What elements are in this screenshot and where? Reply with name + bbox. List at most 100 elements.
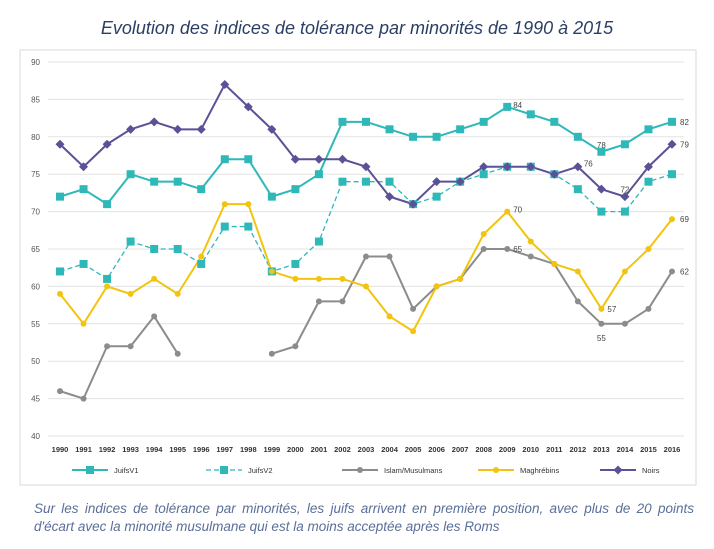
y-tick-label: 80 [31,133,40,142]
point-islam-musulmans [410,305,417,312]
point-maghr-bins [669,216,675,223]
point-juifsv1 [456,125,465,134]
point-noirs [314,154,324,164]
x-tick-label: 2003 [358,445,375,454]
point-noirs [596,184,606,194]
point-juifsv1 [409,132,418,141]
point-maghr-bins [80,320,87,327]
data-label: 69 [680,215,689,224]
point-maghr-bins [174,290,181,297]
point-juifsv1 [573,132,582,141]
point-juifsv2 [220,222,229,231]
y-tick-label: 45 [31,395,40,404]
series-line-islam-musulmans [59,315,179,400]
y-tick-label: 85 [31,95,40,104]
point-juifsv1 [385,125,394,134]
point-juifsv1 [338,117,347,126]
x-tick-label: 1998 [240,445,257,454]
y-tick-label: 60 [31,282,40,291]
point-maghr-bins [363,283,369,290]
point-noirs [549,169,559,179]
x-tick-label: 2011 [546,445,562,454]
point-juifsv2 [173,245,182,253]
data-label: 82 [680,118,689,127]
point-maghr-bins [504,208,511,215]
point-maghr-bins [198,253,205,260]
legend-marker [493,467,499,473]
point-juifsv2 [244,222,253,231]
x-tick-label: 1992 [99,445,116,454]
point-juifsv1 [479,117,488,126]
legend: JuifsV1 JuifsV2 Islam/Musulmans Maghrébins N… [72,465,660,475]
point-maghr-bins [645,246,652,252]
point-juifsv1 [244,155,253,164]
x-tick-label: 2008 [475,445,492,454]
point-juifsv2 [291,259,300,268]
gridlines [48,61,684,437]
point-islam-musulmans [480,246,487,252]
x-tick-label: 2013 [593,445,610,454]
legend-marker [357,467,363,473]
point-maghr-bins [339,275,346,282]
point-juifsv2 [668,170,676,179]
point-maghr-bins [457,275,464,282]
point-maghr-bins [551,260,558,267]
point-noirs [479,162,489,172]
point-juifsv1 [267,192,276,201]
x-tick-label: 2000 [287,445,304,454]
point-juifsv2 [126,237,135,246]
point-maghr-bins [598,305,605,312]
point-noirs [173,124,183,134]
point-noirs [667,139,677,149]
point-islam-musulmans [598,320,605,327]
point-noirs [573,162,583,172]
point-islam-musulmans [339,298,346,305]
data-label: 84 [513,101,522,110]
point-islam-musulmans [57,388,63,395]
x-tick-label: 2005 [405,445,422,454]
point-maghr-bins [127,290,134,297]
x-tick-label: 2004 [381,445,399,454]
data-labels: 84 78 82 76 72 79 70 57 69 65 55 62 [513,101,689,343]
point-islam-musulmans [645,305,652,312]
point-noirs [385,192,395,202]
point-maghr-bins [480,231,487,238]
x-tick-label: 2012 [570,445,587,454]
point-maghr-bins [221,201,228,208]
point-juifsv1 [150,177,159,186]
point-noirs [149,117,159,127]
point-noirs [455,177,465,187]
point-islam-musulmans [621,320,628,327]
point-islam-musulmans [504,246,511,252]
point-juifsv1 [197,185,206,194]
point-juifsv1 [503,102,512,111]
point-noirs [126,124,136,134]
x-tick-label: 1997 [216,445,233,454]
point-maghr-bins [268,268,275,275]
x-tick-label: 2014 [617,445,635,454]
legend-label: Maghrébins [520,466,559,475]
x-tick-label: 1991 [75,445,92,454]
data-label: 62 [680,267,689,276]
point-noirs [267,124,277,134]
point-juifsv1 [362,117,370,126]
point-maghr-bins [574,268,581,275]
point-juifsv2 [479,170,488,179]
x-tick-label: 2009 [499,445,516,454]
y-tick-label: 65 [31,245,40,254]
point-maghr-bins [410,328,417,335]
data-label: 70 [513,206,522,215]
data-label: 79 [680,140,689,149]
point-noirs [79,162,89,172]
legend-label: Islam/Musulmans [384,466,443,475]
data-label: 78 [597,141,606,150]
point-noirs [408,199,418,209]
point-islam-musulmans [315,298,322,305]
point-noirs [620,192,630,202]
point-islam-musulmans [268,350,275,357]
point-juifsv2 [597,207,606,216]
point-juifsv1 [432,132,441,141]
point-juifsv1 [526,110,535,119]
point-maghr-bins [433,283,440,290]
point-islam-musulmans [574,298,581,305]
